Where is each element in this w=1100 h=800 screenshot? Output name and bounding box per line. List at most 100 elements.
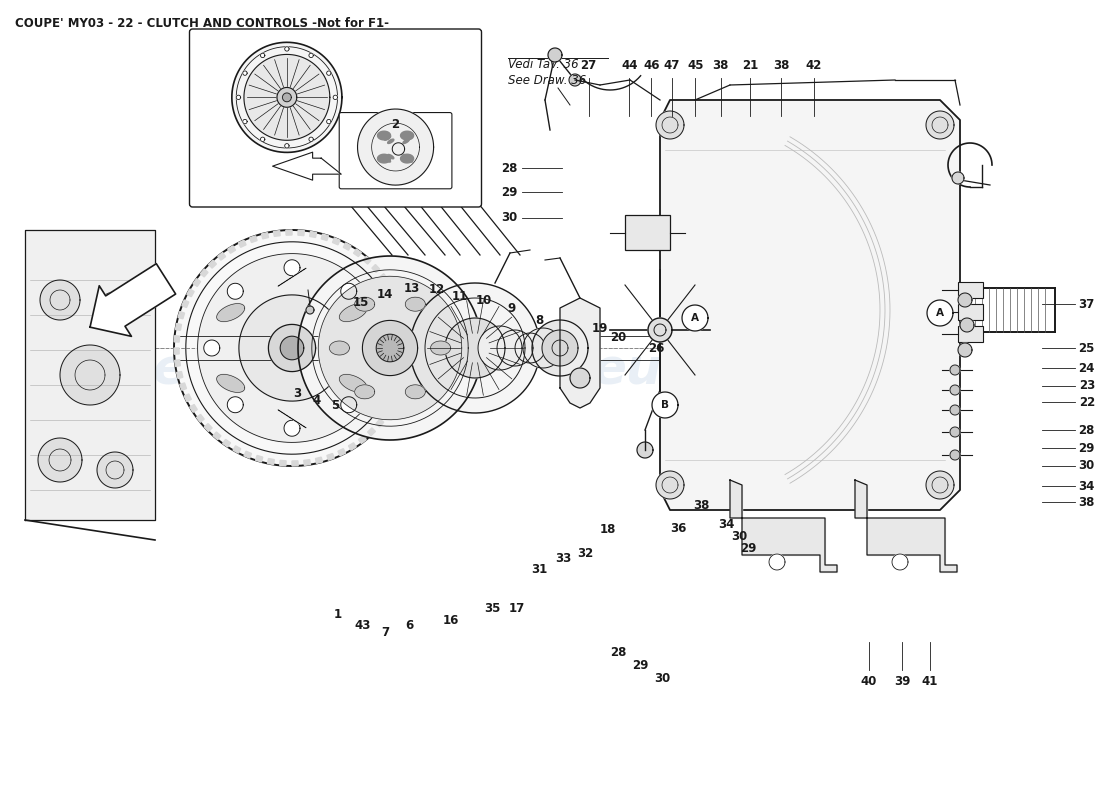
Polygon shape — [405, 342, 410, 348]
Polygon shape — [682, 305, 708, 331]
Polygon shape — [284, 260, 300, 276]
Polygon shape — [926, 111, 954, 139]
Polygon shape — [277, 87, 297, 107]
Polygon shape — [182, 300, 189, 307]
Text: 47: 47 — [664, 59, 680, 72]
Polygon shape — [410, 283, 540, 413]
Polygon shape — [60, 345, 120, 405]
Text: 17: 17 — [509, 602, 525, 614]
Text: 20: 20 — [610, 331, 626, 344]
Polygon shape — [233, 446, 241, 453]
Polygon shape — [179, 383, 187, 390]
Text: 29: 29 — [1079, 442, 1094, 454]
Text: 22: 22 — [1079, 396, 1094, 409]
Text: 19: 19 — [592, 322, 607, 334]
Polygon shape — [339, 374, 367, 392]
Polygon shape — [522, 328, 563, 368]
Text: A: A — [691, 313, 698, 323]
Polygon shape — [243, 119, 248, 124]
Polygon shape — [228, 397, 243, 413]
Text: 29: 29 — [500, 186, 517, 198]
Polygon shape — [958, 343, 972, 357]
Polygon shape — [239, 240, 246, 247]
Polygon shape — [278, 410, 306, 428]
Text: COUPE' MY03 - 22 - CLUTCH AND CONTROLS -Not for F1-: COUPE' MY03 - 22 - CLUTCH AND CONTROLS -… — [15, 17, 389, 30]
Polygon shape — [372, 265, 379, 272]
Polygon shape — [198, 254, 386, 442]
Polygon shape — [236, 95, 241, 99]
Text: Vedi Tav. 36: Vedi Tav. 36 — [508, 58, 579, 70]
Polygon shape — [309, 54, 313, 58]
Text: 21: 21 — [742, 59, 758, 72]
Polygon shape — [178, 311, 185, 318]
Text: 2: 2 — [392, 118, 399, 131]
Polygon shape — [950, 427, 960, 437]
Polygon shape — [292, 461, 298, 466]
Text: eurospares: eurospares — [152, 346, 468, 394]
Polygon shape — [97, 292, 133, 328]
Polygon shape — [232, 42, 342, 152]
Polygon shape — [213, 432, 221, 440]
Polygon shape — [364, 340, 381, 356]
Polygon shape — [400, 131, 414, 140]
Text: 30: 30 — [654, 672, 670, 685]
Polygon shape — [384, 410, 390, 418]
Text: 7: 7 — [381, 626, 389, 638]
Polygon shape — [209, 260, 217, 268]
Polygon shape — [222, 439, 231, 447]
Polygon shape — [274, 230, 280, 236]
Polygon shape — [542, 330, 578, 366]
Polygon shape — [25, 230, 155, 520]
Polygon shape — [304, 460, 310, 466]
Polygon shape — [310, 231, 317, 238]
Text: 4: 4 — [312, 394, 321, 406]
Polygon shape — [393, 142, 405, 155]
Polygon shape — [387, 139, 394, 143]
Polygon shape — [316, 457, 322, 463]
Text: 43: 43 — [355, 619, 371, 632]
Polygon shape — [377, 131, 390, 140]
Polygon shape — [405, 354, 410, 360]
Polygon shape — [184, 394, 191, 402]
Polygon shape — [376, 419, 384, 427]
Text: 23: 23 — [1079, 379, 1094, 392]
Polygon shape — [403, 154, 409, 158]
Polygon shape — [648, 318, 672, 342]
Polygon shape — [379, 274, 387, 282]
Polygon shape — [327, 71, 331, 75]
FancyBboxPatch shape — [339, 113, 452, 189]
Polygon shape — [354, 297, 375, 311]
Polygon shape — [197, 414, 205, 422]
Polygon shape — [273, 152, 341, 180]
Polygon shape — [338, 449, 345, 456]
Polygon shape — [637, 442, 653, 458]
Polygon shape — [283, 93, 292, 102]
Polygon shape — [359, 436, 366, 443]
Polygon shape — [309, 137, 313, 142]
Polygon shape — [950, 365, 960, 375]
Polygon shape — [570, 368, 590, 388]
Polygon shape — [261, 137, 265, 142]
Text: 30: 30 — [732, 530, 747, 542]
Polygon shape — [278, 268, 306, 286]
Text: 28: 28 — [1079, 424, 1094, 437]
Polygon shape — [174, 230, 410, 466]
Polygon shape — [228, 246, 235, 254]
Polygon shape — [341, 397, 356, 413]
Text: 35: 35 — [485, 602, 501, 614]
Polygon shape — [327, 454, 334, 460]
Text: 8: 8 — [535, 314, 543, 326]
Polygon shape — [341, 283, 356, 299]
Text: 30: 30 — [500, 211, 517, 224]
Polygon shape — [362, 321, 418, 375]
Polygon shape — [329, 341, 350, 355]
Polygon shape — [177, 371, 183, 378]
Text: 32: 32 — [578, 547, 593, 560]
Text: 29: 29 — [632, 659, 648, 672]
Text: 1: 1 — [333, 608, 342, 621]
Polygon shape — [349, 442, 356, 450]
Text: 37: 37 — [1079, 298, 1094, 310]
FancyBboxPatch shape — [189, 29, 482, 207]
Polygon shape — [405, 297, 426, 311]
Polygon shape — [175, 360, 180, 366]
